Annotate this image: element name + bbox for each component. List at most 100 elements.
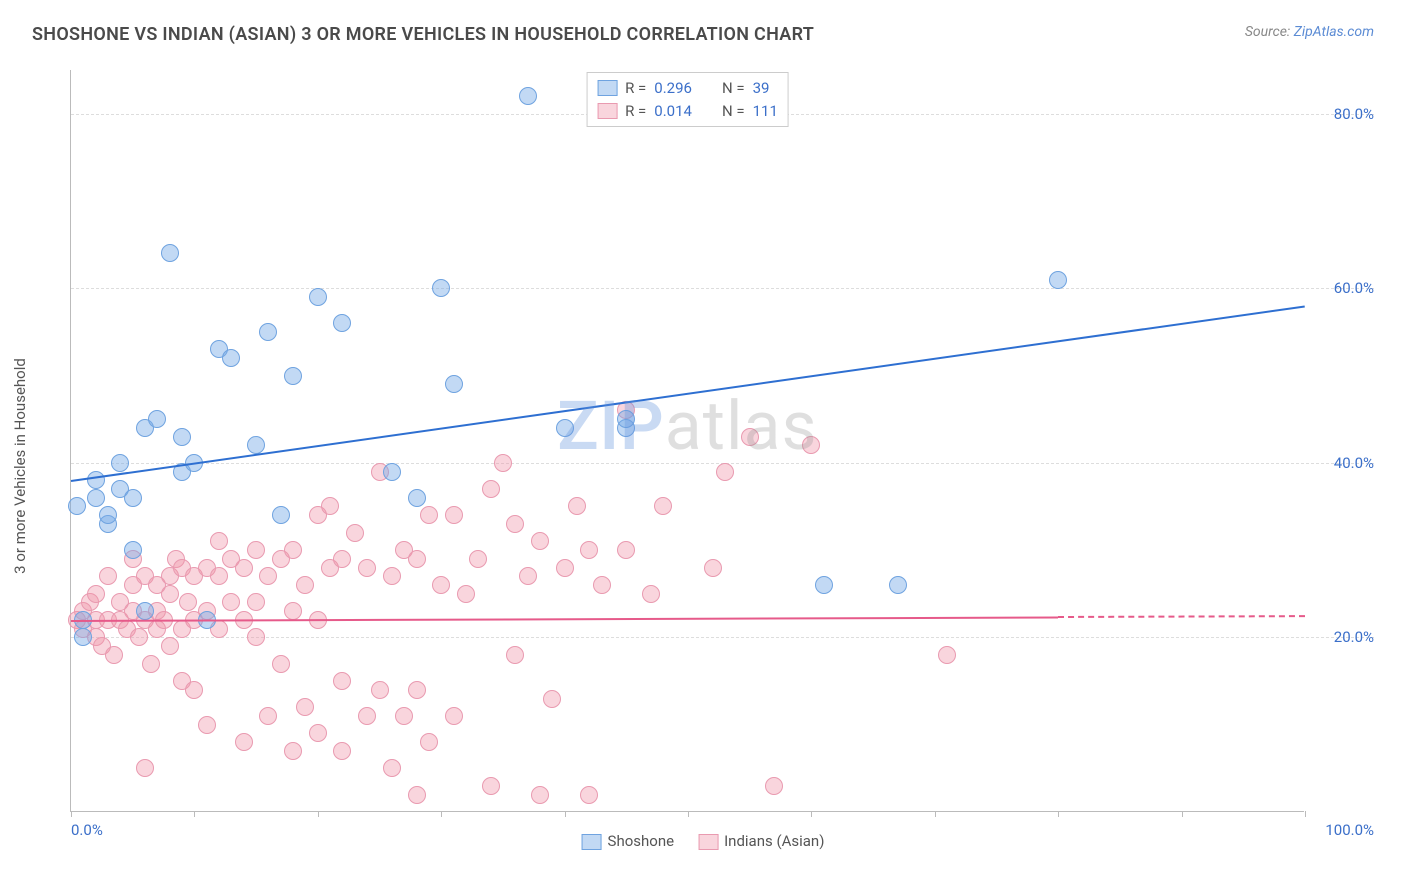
x-min-label: 0.0%: [71, 821, 103, 839]
data-point: [179, 593, 197, 611]
legend-item: Indians (Asian): [698, 832, 824, 850]
chart-title: SHOSHONE VS INDIAN (ASIAN) 3 OR MORE VEH…: [32, 24, 814, 45]
data-point: [445, 375, 463, 393]
y-axis-label: 3 or more Vehicles in Household: [11, 358, 29, 574]
data-point: [284, 742, 302, 760]
data-point: [136, 759, 154, 777]
data-point: [494, 454, 512, 472]
data-point: [284, 367, 302, 385]
data-point: [142, 655, 160, 673]
legend-swatch: [597, 103, 617, 119]
data-point: [482, 777, 500, 795]
data-point: [506, 646, 524, 664]
data-point: [482, 480, 500, 498]
data-point: [247, 436, 265, 454]
y-tick-label: 60.0%: [1312, 279, 1374, 297]
x-tick: [565, 811, 566, 817]
data-point: [161, 637, 179, 655]
data-point: [284, 541, 302, 559]
data-point: [543, 690, 561, 708]
data-point: [580, 786, 598, 804]
data-point: [358, 559, 376, 577]
data-point: [556, 419, 574, 437]
data-point: [568, 497, 586, 515]
data-point: [185, 681, 203, 699]
data-point: [235, 559, 253, 577]
data-point: [383, 463, 401, 481]
data-point: [408, 681, 426, 699]
y-tick-label: 80.0%: [1312, 105, 1374, 123]
data-point: [210, 532, 228, 550]
data-point: [395, 707, 413, 725]
data-point: [105, 646, 123, 664]
data-point: [408, 489, 426, 507]
data-point: [383, 759, 401, 777]
data-point: [420, 506, 438, 524]
data-point: [296, 698, 314, 716]
data-point: [519, 567, 537, 585]
data-point: [408, 786, 426, 804]
data-point: [111, 454, 129, 472]
trend-line: [71, 616, 1058, 621]
data-point: [445, 707, 463, 725]
trend-line: [71, 306, 1305, 483]
stats-legend: R =0.296N =39R =0.014N =111: [586, 72, 789, 127]
data-point: [358, 707, 376, 725]
y-tick-label: 20.0%: [1312, 628, 1374, 646]
data-point: [432, 279, 450, 297]
gridline: [71, 637, 1374, 638]
legend-label: Shoshone: [608, 832, 675, 850]
legend-swatch: [597, 80, 617, 96]
x-tick: [688, 811, 689, 817]
x-max-label: 100.0%: [1304, 821, 1374, 839]
data-point: [938, 646, 956, 664]
data-point: [161, 585, 179, 603]
data-point: [432, 576, 450, 594]
data-point: [531, 532, 549, 550]
data-point: [259, 707, 277, 725]
data-point: [235, 733, 253, 751]
data-point: [309, 724, 327, 742]
data-point: [556, 559, 574, 577]
source-link[interactable]: ZipAtlas.com: [1294, 24, 1374, 40]
data-point: [247, 593, 265, 611]
stats-legend-row: R =0.296N =39: [597, 77, 778, 100]
data-point: [333, 742, 351, 760]
data-point: [87, 471, 105, 489]
data-point: [124, 541, 142, 559]
data-point: [420, 733, 438, 751]
data-point: [284, 602, 302, 620]
data-point: [136, 602, 154, 620]
data-point: [161, 244, 179, 262]
trend-line: [1058, 616, 1305, 619]
data-point: [68, 497, 86, 515]
x-tick: [71, 811, 72, 817]
data-point: [247, 541, 265, 559]
data-point: [617, 410, 635, 428]
data-point: [210, 567, 228, 585]
y-tick-label: 40.0%: [1312, 454, 1374, 472]
data-point: [173, 428, 191, 446]
data-point: [333, 672, 351, 690]
data-point: [642, 585, 660, 603]
data-point: [802, 436, 820, 454]
data-point: [272, 506, 290, 524]
data-point: [580, 541, 598, 559]
data-point: [247, 628, 265, 646]
data-point: [124, 489, 142, 507]
data-point: [469, 550, 487, 568]
data-point: [1049, 271, 1067, 289]
data-point: [383, 567, 401, 585]
data-point: [222, 349, 240, 367]
data-point: [259, 323, 277, 341]
data-point: [259, 567, 277, 585]
data-point: [445, 506, 463, 524]
data-point: [130, 628, 148, 646]
series-legend: Shoshone Indians (Asian): [582, 832, 825, 850]
data-point: [321, 497, 339, 515]
x-tick: [441, 811, 442, 817]
x-tick: [1182, 811, 1183, 817]
data-point: [74, 628, 92, 646]
data-point: [272, 655, 290, 673]
legend-label: Indians (Asian): [724, 832, 824, 850]
